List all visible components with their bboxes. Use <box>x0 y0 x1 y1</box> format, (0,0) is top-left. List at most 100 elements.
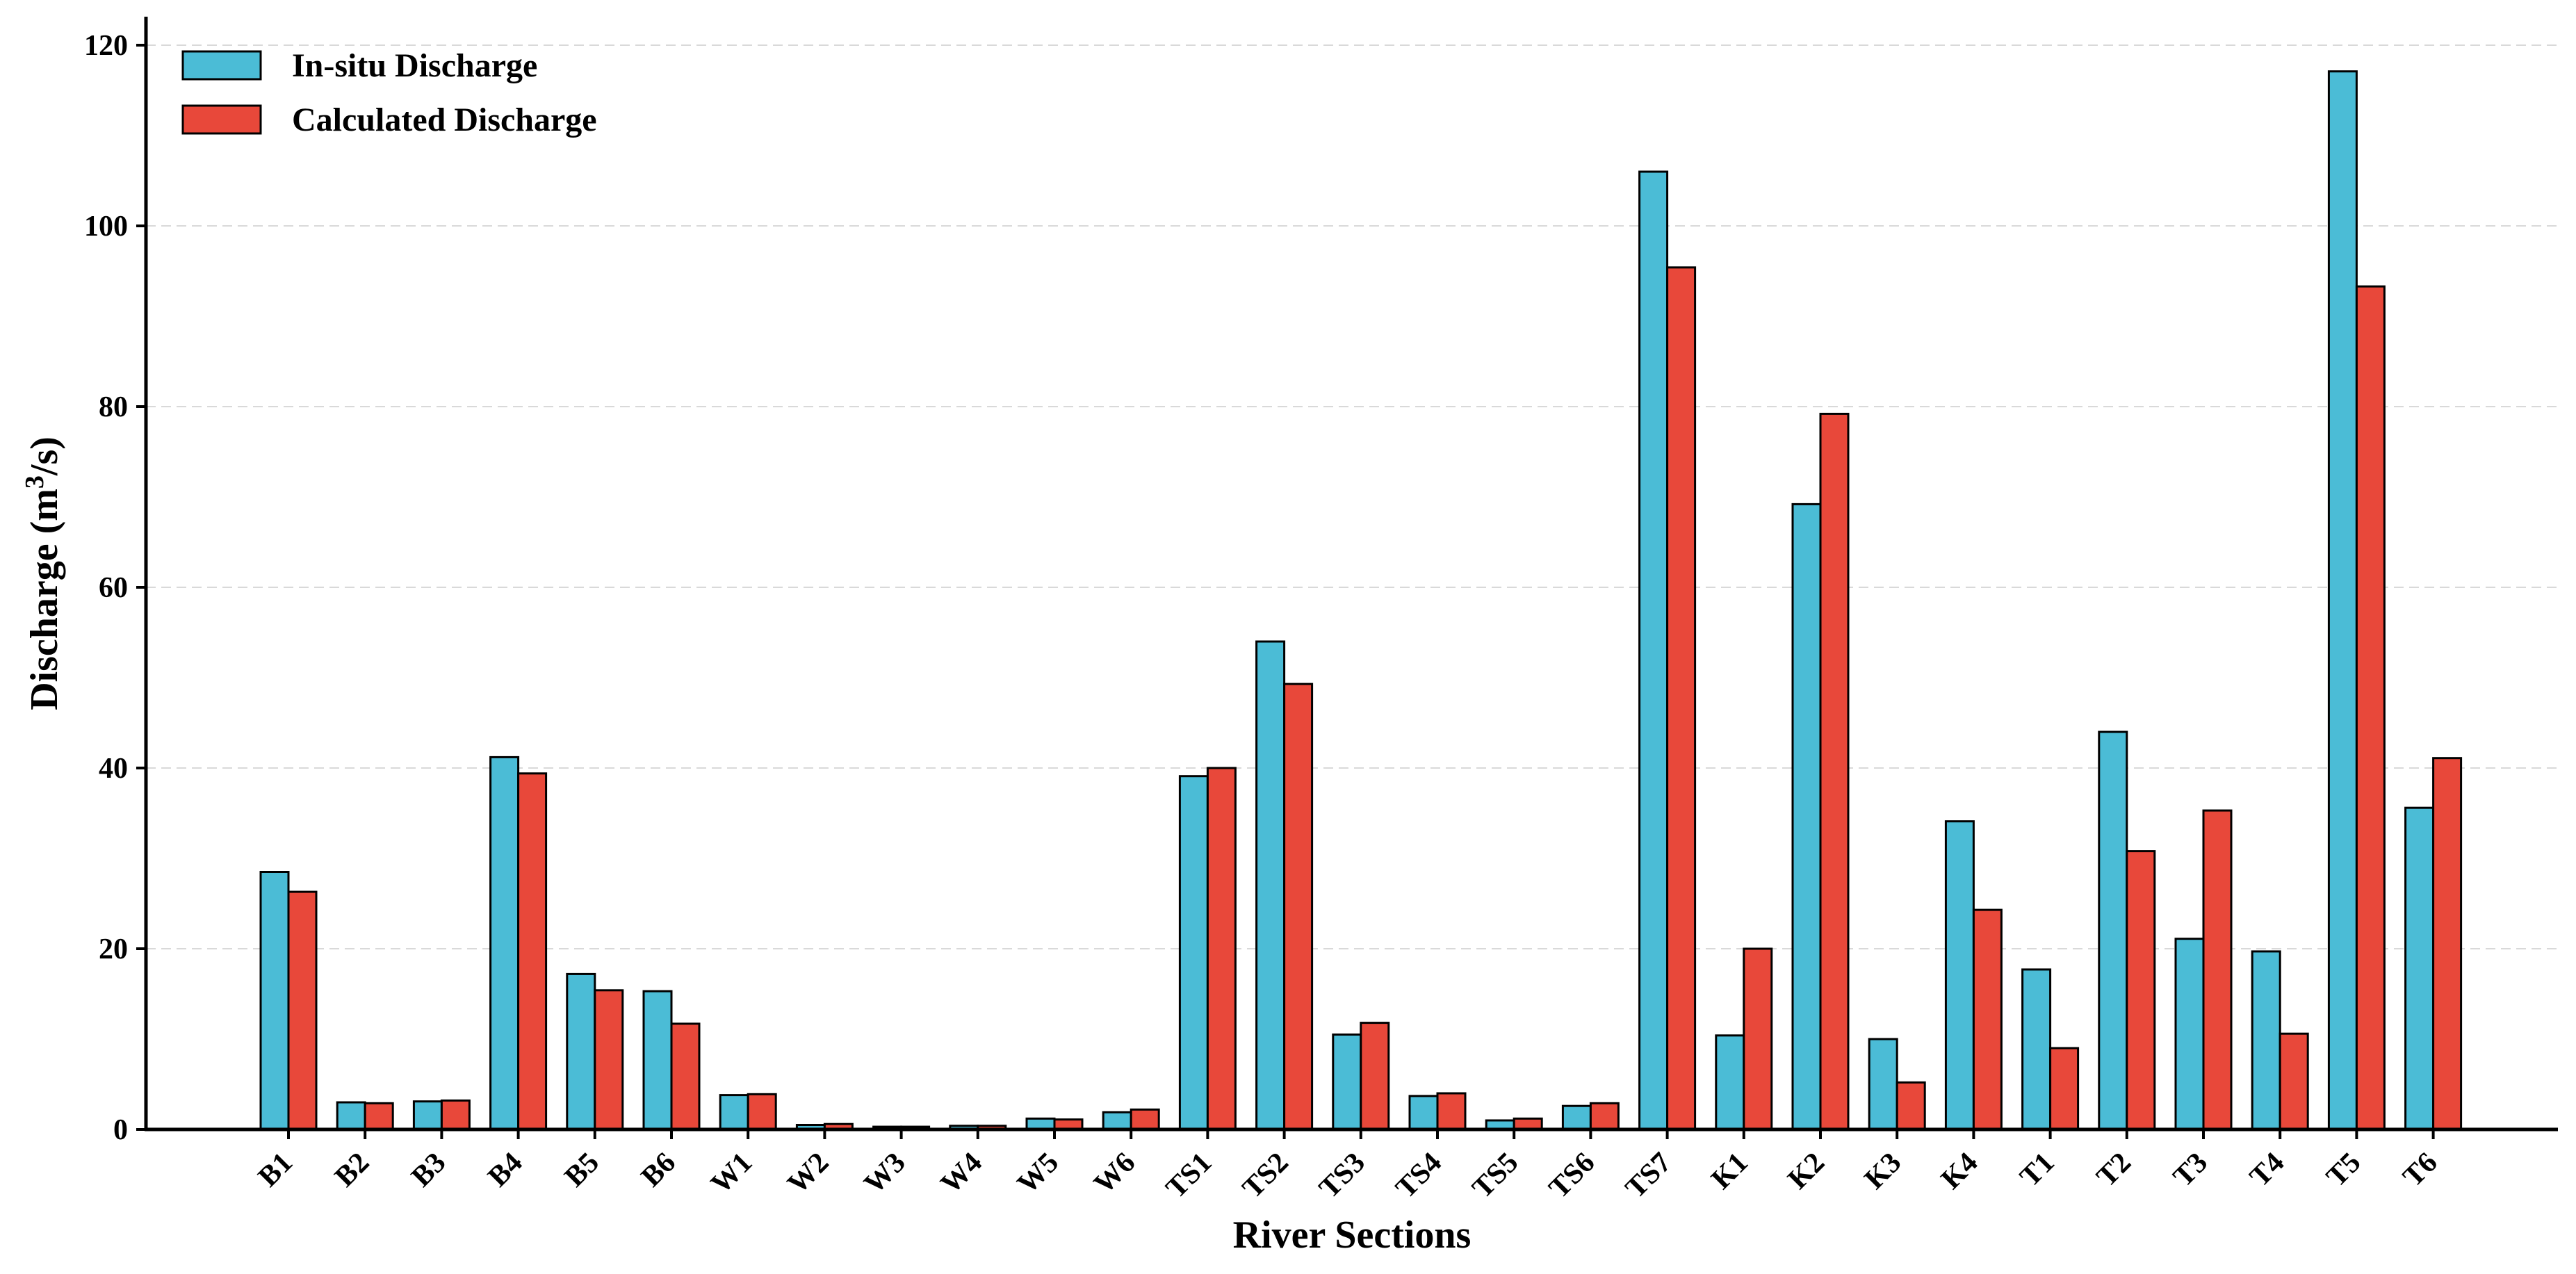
y-tick-label: 40 <box>99 753 128 785</box>
x-tick-label: K1 <box>1705 1147 1754 1195</box>
x-ticks: B1 B2 B3 B4 B5 B6 W1 W2 W3 W4 W5 W6 TS1 TS2 TS3 TS4 TS5 T… <box>252 1129 2444 1204</box>
bar-calculated <box>2202 809 2233 1131</box>
x-tick-label: TS3 <box>1313 1147 1371 1205</box>
bar-in-situ <box>2404 806 2435 1131</box>
x-tick-label: B6 <box>635 1147 682 1193</box>
bar-calculated <box>2279 1032 2309 1131</box>
legend-swatch-calculated <box>181 104 262 135</box>
axes <box>144 17 2558 1132</box>
x-tick-label: W3 <box>858 1147 912 1200</box>
x-tick-label: B1 <box>252 1147 299 1193</box>
x-tick-label: B5 <box>559 1147 605 1193</box>
x-axis-title: River Sections <box>1233 1214 1472 1257</box>
x-tick-label: T3 <box>2167 1147 2214 1193</box>
x-tick-label: W1 <box>705 1147 758 1200</box>
bar-calculated <box>364 1102 394 1131</box>
bar-in-situ <box>2021 968 2052 1131</box>
bar-calculated <box>1819 412 1850 1131</box>
x-tick-label: W5 <box>1011 1147 1065 1200</box>
bar-in-situ <box>566 972 596 1131</box>
bar-calculated <box>1896 1081 1926 1131</box>
x-tick-label: T5 <box>2320 1147 2367 1193</box>
x-tick-label: TS6 <box>1543 1147 1601 1205</box>
legend-swatch-in-situ <box>181 50 262 81</box>
y-tick-label: 0 <box>113 1114 128 1146</box>
bar-in-situ <box>2098 730 2128 1131</box>
bar-in-situ <box>1255 640 1286 1131</box>
y-tick-label: 60 <box>99 572 128 604</box>
bar-in-situ <box>1715 1034 1745 1131</box>
y-tick-label: 80 <box>99 391 128 423</box>
bar-calculated <box>517 772 548 1131</box>
bar-in-situ <box>1638 170 1669 1131</box>
x-tick-label: K3 <box>1859 1147 1907 1195</box>
y-tick-label: 100 <box>84 211 128 243</box>
bar-calculated <box>287 890 318 1131</box>
bar-calculated <box>1206 767 1237 1131</box>
legend-label-in-situ: In-situ Discharge <box>292 47 537 84</box>
bar-in-situ <box>1944 820 1975 1131</box>
bar-in-situ <box>1561 1104 1592 1131</box>
bar-in-situ <box>259 871 290 1131</box>
bar-in-situ <box>719 1094 749 1131</box>
bar-in-situ <box>336 1101 366 1131</box>
x-tick-label: K2 <box>1782 1147 1831 1195</box>
y-axis-title: Discharge (m3/s) <box>20 436 66 710</box>
x-tick-label: T1 <box>2014 1147 2060 1193</box>
bar-calculated <box>1360 1022 1390 1131</box>
bar-in-situ <box>1178 775 1209 1131</box>
bar-in-situ <box>2251 950 2281 1131</box>
x-tick-label: T2 <box>2091 1147 2137 1193</box>
bar-in-situ <box>1791 503 1822 1131</box>
gridlines <box>146 44 2558 949</box>
x-tick-label: K4 <box>1935 1147 1984 1195</box>
bar-in-situ <box>1332 1034 1362 1131</box>
x-tick-label: B2 <box>329 1147 375 1193</box>
bar-calculated <box>1743 947 1773 1131</box>
x-tick-label: TS1 <box>1160 1147 1218 1205</box>
y-tick-label: 20 <box>99 933 128 965</box>
bar-in-situ <box>412 1100 443 1131</box>
bar-calculated <box>594 989 624 1131</box>
x-tick-label: B3 <box>405 1147 452 1193</box>
bar-calculated <box>747 1093 777 1131</box>
y-axis-title-suffix: /s) <box>23 436 66 476</box>
x-tick-label: T6 <box>2397 1147 2443 1193</box>
bar-calculated <box>1589 1102 1620 1131</box>
x-tick-label: T4 <box>2244 1147 2290 1193</box>
bar-calculated <box>1972 908 2003 1131</box>
x-tick-label: TS2 <box>1237 1147 1295 1205</box>
bar-calculated <box>2126 850 2156 1131</box>
y-tick-label: 120 <box>84 30 128 62</box>
x-tick-label: TS4 <box>1389 1147 1448 1205</box>
y-ticks: 0 20 40 60 80 100 120 <box>84 30 146 1146</box>
bar-calculated <box>2049 1047 2080 1131</box>
x-tick-label: B4 <box>482 1147 528 1193</box>
bar-in-situ <box>489 756 520 1131</box>
x-tick-label: W2 <box>781 1147 835 1200</box>
bars <box>259 70 2463 1131</box>
bar-calculated <box>1130 1108 1160 1131</box>
bar-in-situ <box>1868 1038 1898 1131</box>
y-axis-title-superscript: 3 <box>20 475 49 489</box>
bar-in-situ <box>642 990 673 1131</box>
bar-in-situ <box>2327 70 2358 1131</box>
x-tick-label: TS5 <box>1467 1147 1525 1205</box>
bar-calculated <box>1436 1092 1467 1131</box>
legend-label-calculated: Calculated Discharge <box>292 101 597 138</box>
bar-in-situ <box>2174 938 2205 1131</box>
bar-calculated <box>2432 757 2463 1131</box>
bar-calculated <box>440 1099 471 1131</box>
bar-in-situ <box>1102 1111 1132 1131</box>
bar-in-situ <box>1408 1095 1439 1131</box>
x-tick-label: W4 <box>935 1147 988 1200</box>
bar-calculated <box>1666 266 1697 1131</box>
bar-calculated <box>1283 683 1314 1131</box>
x-tick-label: W6 <box>1088 1147 1141 1200</box>
bar-calculated <box>2355 285 2386 1131</box>
x-tick-label: TS7 <box>1620 1147 1678 1205</box>
bar-calculated <box>670 1022 701 1131</box>
legend: In-situ Discharge Calculated Discharge <box>181 47 597 138</box>
y-axis-title-prefix: Discharge (m <box>23 489 66 710</box>
